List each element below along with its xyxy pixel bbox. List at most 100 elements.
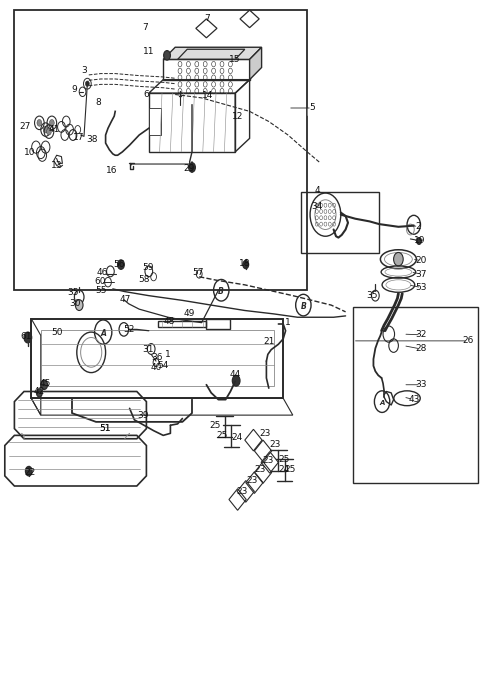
Circle shape xyxy=(417,238,421,244)
Text: 35: 35 xyxy=(67,288,79,298)
Text: 41: 41 xyxy=(48,125,60,134)
Text: 16: 16 xyxy=(106,165,118,175)
Text: 48: 48 xyxy=(163,317,175,326)
Text: 8: 8 xyxy=(96,98,101,107)
Text: A: A xyxy=(100,329,106,338)
Bar xyxy=(353,307,478,483)
Circle shape xyxy=(85,81,89,86)
Circle shape xyxy=(189,163,195,172)
Text: 15: 15 xyxy=(228,55,240,64)
Text: 2: 2 xyxy=(416,221,421,231)
Text: 21: 21 xyxy=(263,337,275,346)
Circle shape xyxy=(43,126,48,133)
Text: B: B xyxy=(218,287,224,296)
Text: 51: 51 xyxy=(99,424,110,433)
Bar xyxy=(14,10,307,290)
Text: 30: 30 xyxy=(70,298,81,308)
Circle shape xyxy=(164,51,170,60)
Text: 22: 22 xyxy=(24,468,36,477)
Text: 45: 45 xyxy=(40,379,51,388)
Text: B: B xyxy=(300,302,306,311)
Circle shape xyxy=(41,380,48,389)
Circle shape xyxy=(394,252,403,266)
Text: 43: 43 xyxy=(408,395,420,404)
Text: A: A xyxy=(379,400,385,406)
Circle shape xyxy=(49,119,54,126)
Text: 49: 49 xyxy=(184,308,195,318)
Text: 5: 5 xyxy=(309,103,315,113)
Text: 23: 23 xyxy=(260,429,271,438)
Text: 36: 36 xyxy=(152,353,163,362)
Text: 25: 25 xyxy=(209,421,221,430)
Circle shape xyxy=(75,300,83,310)
Text: 34: 34 xyxy=(311,202,323,211)
Text: 60: 60 xyxy=(94,277,106,286)
Text: 7: 7 xyxy=(142,22,148,32)
Text: 20: 20 xyxy=(416,256,427,265)
Text: 57: 57 xyxy=(192,268,204,277)
Text: 24: 24 xyxy=(231,433,242,442)
Circle shape xyxy=(118,260,124,269)
Text: 11: 11 xyxy=(143,47,155,56)
Text: 28: 28 xyxy=(415,344,427,354)
Circle shape xyxy=(232,375,240,386)
Text: 4: 4 xyxy=(315,186,321,195)
Text: 35: 35 xyxy=(366,291,378,300)
Bar xyxy=(41,330,274,386)
Text: 61: 61 xyxy=(21,331,32,341)
Polygon shape xyxy=(163,47,262,59)
Text: 25: 25 xyxy=(278,454,290,464)
Bar xyxy=(301,192,379,253)
Text: 23: 23 xyxy=(269,440,280,450)
Text: 6: 6 xyxy=(144,90,149,99)
Circle shape xyxy=(37,119,42,126)
Text: 40: 40 xyxy=(150,362,162,372)
Text: 54: 54 xyxy=(157,361,169,371)
Text: 19: 19 xyxy=(414,236,426,245)
Text: 1: 1 xyxy=(165,350,171,359)
Text: 58: 58 xyxy=(138,275,150,284)
Text: 33: 33 xyxy=(415,380,427,389)
Text: 51: 51 xyxy=(99,424,110,433)
Text: 46: 46 xyxy=(96,268,108,277)
Text: 59: 59 xyxy=(142,263,154,272)
Text: 7: 7 xyxy=(204,14,210,24)
Text: 12: 12 xyxy=(232,111,244,121)
Circle shape xyxy=(47,128,51,135)
Text: 23: 23 xyxy=(262,456,274,465)
Text: 23: 23 xyxy=(237,487,248,496)
Text: 53: 53 xyxy=(416,283,427,292)
Text: 23: 23 xyxy=(254,464,266,474)
Text: 24: 24 xyxy=(278,465,290,475)
Text: 47: 47 xyxy=(119,295,131,304)
Text: 31: 31 xyxy=(142,345,154,354)
Text: 1: 1 xyxy=(285,318,291,327)
Text: 25: 25 xyxy=(216,431,228,440)
Text: 44: 44 xyxy=(229,370,241,379)
Text: 50: 50 xyxy=(51,327,62,337)
Text: 42: 42 xyxy=(34,387,45,396)
Text: 55: 55 xyxy=(95,286,107,295)
Text: 27: 27 xyxy=(19,122,31,132)
Circle shape xyxy=(25,466,32,476)
Text: 13: 13 xyxy=(51,161,62,170)
Text: 10: 10 xyxy=(24,148,36,157)
Text: 56: 56 xyxy=(113,260,125,269)
Text: 39: 39 xyxy=(137,410,149,420)
Text: 3: 3 xyxy=(81,66,87,76)
Text: 26: 26 xyxy=(462,336,474,346)
Polygon shape xyxy=(250,47,262,80)
Text: 18: 18 xyxy=(239,259,251,269)
Circle shape xyxy=(243,261,249,269)
Text: 14: 14 xyxy=(202,91,213,101)
Text: 9: 9 xyxy=(72,84,77,94)
Text: 32: 32 xyxy=(415,330,427,340)
Circle shape xyxy=(36,389,42,397)
Text: 52: 52 xyxy=(123,325,134,334)
Circle shape xyxy=(24,332,32,343)
Text: 37: 37 xyxy=(416,269,427,279)
Text: 38: 38 xyxy=(86,135,98,144)
Text: 25: 25 xyxy=(284,465,296,475)
Text: 29: 29 xyxy=(183,164,194,173)
Text: 23: 23 xyxy=(247,476,258,485)
